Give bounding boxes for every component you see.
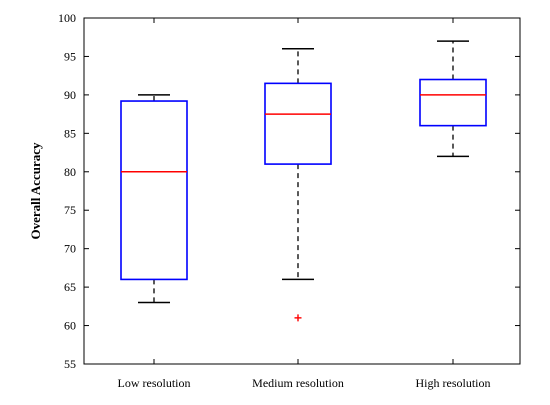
x-category-label: High resolution [416, 376, 491, 390]
x-category-label: Medium resolution [252, 376, 344, 390]
y-tick-label: 85 [64, 126, 76, 140]
iqr-box [264, 82, 332, 165]
y-tick-label: 55 [64, 357, 76, 371]
x-category-label: Low resolution [118, 376, 191, 390]
y-tick-label: 90 [64, 88, 76, 102]
y-tick-label: 60 [64, 319, 76, 333]
y-tick-label: 65 [64, 280, 76, 294]
y-tick-label: 95 [64, 49, 76, 63]
outlier-marker [294, 314, 302, 322]
y-tick-label: 75 [64, 203, 76, 217]
y-tick-label: 70 [64, 242, 76, 256]
y-tick-label: 80 [64, 165, 76, 179]
y-axis-title: Overall Accuracy [28, 142, 43, 240]
iqr-box [120, 100, 188, 281]
plot-frame [83, 17, 521, 365]
y-tick-label: 100 [58, 11, 76, 25]
iqr-box [419, 78, 487, 127]
